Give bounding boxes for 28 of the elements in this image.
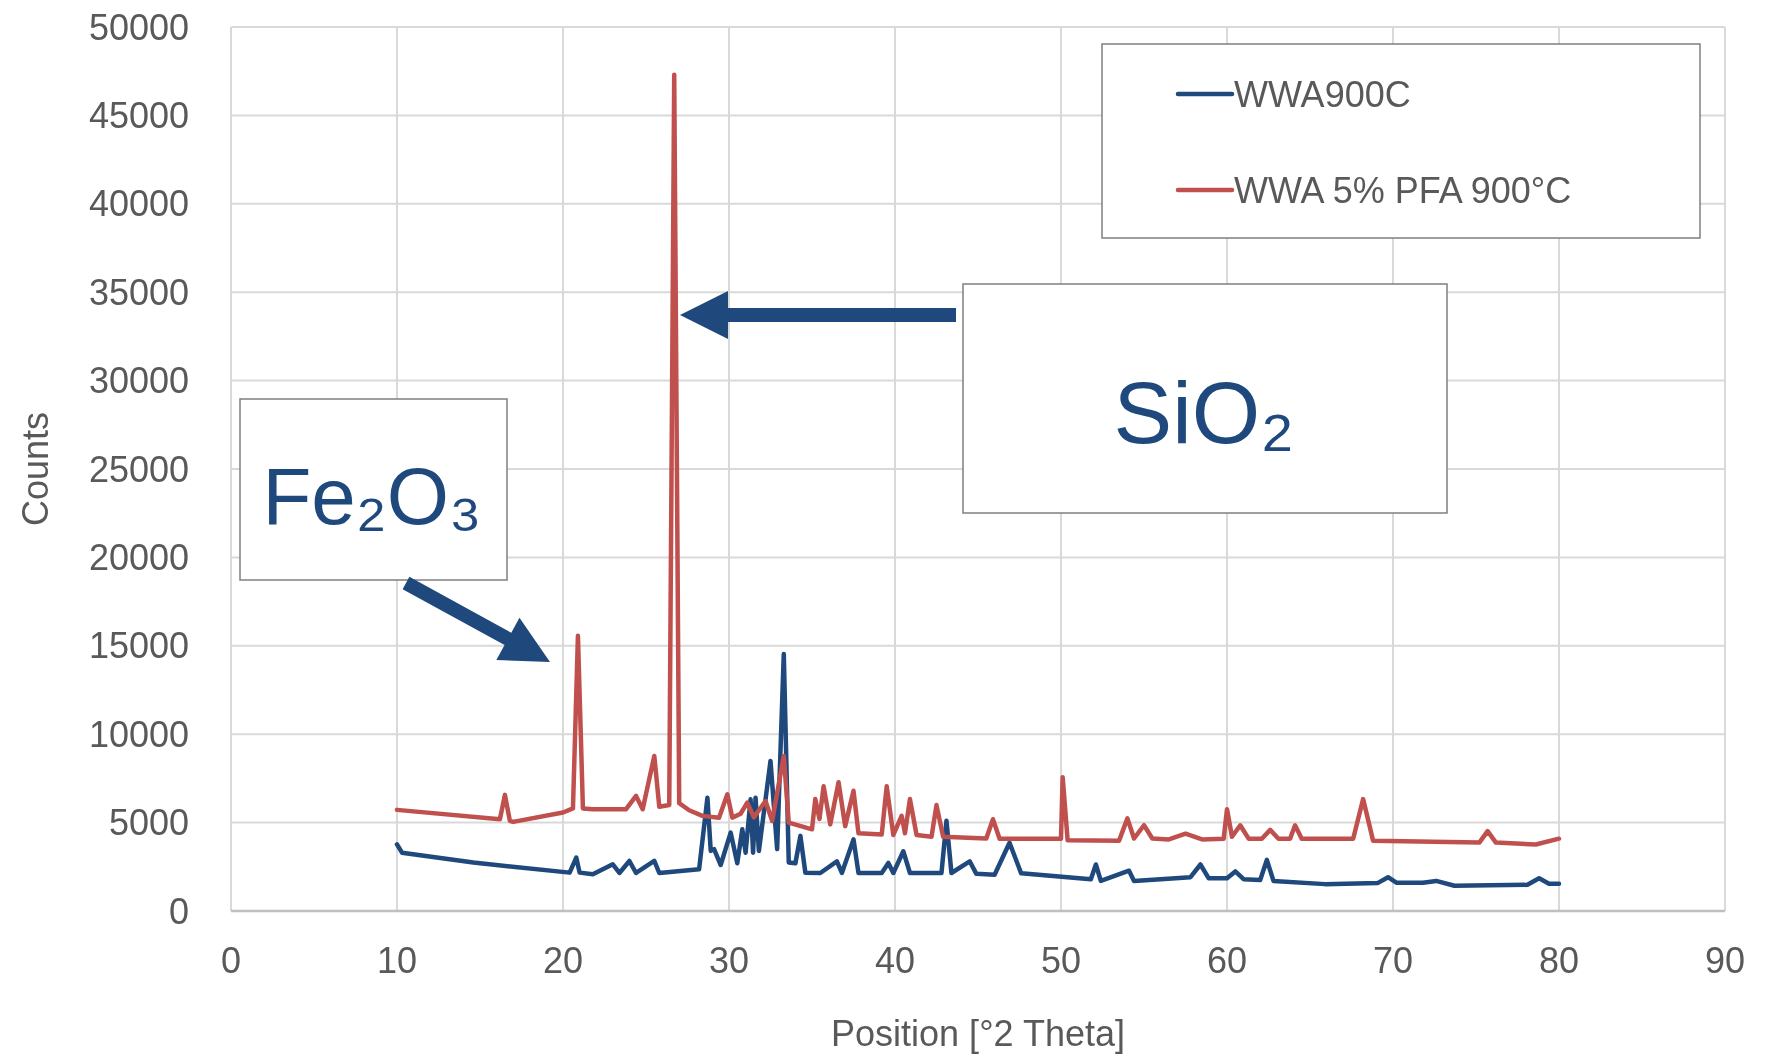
annotation: SiO₂ — [1113, 362, 1295, 462]
x-tick-label: 0 — [220, 940, 242, 981]
y-tick-label: 15000 — [88, 625, 189, 667]
x-tick-label: 10 — [376, 940, 418, 981]
annotation: Fe₂O₃ — [262, 451, 482, 541]
x-tick-label: 70 — [1372, 940, 1414, 981]
x-tick-label: 80 — [1538, 940, 1580, 981]
x-tick-label: 40 — [874, 940, 916, 981]
y-tick-label: 50000 — [88, 6, 189, 48]
y-tick-label: 30000 — [88, 360, 189, 402]
line-series — [394, 651, 1562, 888]
y-tick-label: 40000 — [88, 183, 189, 225]
x-axis-title: Position [°2 Theta] — [831, 1013, 1125, 1054]
y-tick-label: 20000 — [88, 536, 189, 578]
x-tick-label: 60 — [1206, 940, 1248, 981]
y-axis-title: Counts — [15, 411, 56, 527]
y-tick-label: 45000 — [88, 94, 189, 136]
legend-label: WWA 5% PFA 900°C — [1234, 169, 1572, 211]
y-tick-label: 0 — [168, 890, 189, 932]
y-tick-label: 35000 — [88, 271, 189, 313]
x-tick-label: 20 — [542, 940, 584, 981]
y-tick-label: 5000 — [108, 802, 189, 844]
x-tick-label: 30 — [708, 940, 750, 981]
x-tick-label: 90 — [1704, 940, 1746, 981]
x-tick-label: 50 — [1040, 940, 1082, 981]
legend-label: WWA900C — [1234, 73, 1411, 115]
y-tick-label: 25000 — [88, 448, 189, 490]
y-tick-label: 10000 — [88, 713, 189, 755]
